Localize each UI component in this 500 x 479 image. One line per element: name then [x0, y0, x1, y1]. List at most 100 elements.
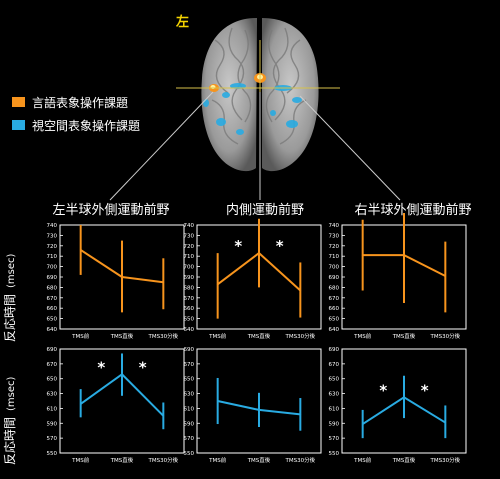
data-point [403, 254, 405, 256]
x-tick-label: TMS直後 [110, 332, 134, 340]
significance-marker: * [276, 237, 284, 255]
x-tick-label: TMS前 [208, 332, 227, 340]
significance-marker: * [97, 358, 105, 376]
y-tick-label: 610 [329, 406, 340, 412]
y-tick-label: 650 [329, 317, 340, 323]
data-point [79, 249, 82, 251]
x-tick-label: TMS直後 [247, 332, 271, 340]
y-tick-label: 630 [184, 392, 195, 398]
legend-swatch-verbal [12, 97, 25, 107]
y-tick-label: 610 [184, 406, 195, 412]
y-tick-label: 690 [47, 275, 58, 281]
y-tick-label: 570 [184, 436, 195, 442]
y-tick-label: 720 [47, 244, 58, 250]
y-tick-label: 670 [47, 296, 58, 302]
y-tick-label: 670 [184, 296, 195, 302]
x-tick-label: TMS30分後 [148, 332, 179, 340]
y-tick-label: 590 [184, 421, 195, 427]
y-tick-label: 700 [47, 265, 58, 271]
data-point [121, 373, 123, 376]
y-axis-label-text: 反応時間 [3, 417, 17, 465]
column-title-left: 左半球外側運動前野 [52, 202, 169, 218]
y-tick-label: 660 [47, 306, 58, 312]
y-tick-label: 670 [329, 296, 340, 302]
legend-label-spatial: 視空間表象操作課題 [32, 118, 140, 133]
plot-area [216, 377, 302, 431]
y-tick-label: 550 [47, 451, 58, 457]
y-tick-label: 740 [329, 223, 340, 229]
chart-panel-verbal-1: 640 650 660 670 680 690 700 710 720 730 740 TMS前 TMS… [47, 223, 185, 340]
x-tick-label: TMS直後 [247, 456, 271, 464]
y-tick-label: 720 [184, 244, 195, 250]
y-tick-label: 590 [329, 421, 340, 427]
x-tick-label: TMS前 [71, 456, 90, 464]
data-point [162, 281, 165, 284]
y-tick-label: 730 [329, 233, 340, 239]
y-tick-label: 550 [184, 451, 195, 457]
x-tick-label: TMS前 [208, 456, 227, 464]
x-tick-label: TMS前 [353, 456, 372, 464]
x-tick-label: TMS直後 [110, 456, 134, 464]
y-tick-label: 550 [329, 451, 340, 457]
chart-panel-spatial-2: 550 570 590 610 630 650 670 690 TMS前 TMS直後 TMS30分後 [184, 347, 322, 464]
chart-panel-verbal-3: 640 650 660 670 680 690 700 710 720 730 740 TMS前 TMS… [329, 213, 467, 340]
significance-marker: * [139, 358, 147, 376]
y-tick-label: 640 [47, 327, 58, 333]
y-tick-label: 650 [184, 377, 195, 383]
connector-lines [109, 91, 401, 201]
legend-label-verbal: 言語表象操作課題 [32, 95, 128, 110]
y-tick-label: 650 [329, 377, 340, 383]
data-point [299, 413, 302, 416]
data-point [258, 252, 260, 254]
x-tick-label: TMS30分後 [285, 332, 316, 340]
plot-area [361, 213, 447, 313]
y-tick-label: 640 [329, 327, 340, 333]
x-tick-label: TMS30分後 [430, 456, 461, 464]
y-tick-label: 680 [329, 285, 340, 291]
x-tick-label: TMS前 [353, 332, 372, 340]
legend: 言語表象操作課題 視空間表象操作課題 [12, 95, 140, 133]
y-tick-label: 670 [47, 362, 58, 368]
plot-area [79, 353, 165, 430]
y-tick-label: 630 [47, 392, 58, 398]
y-tick-label: 710 [47, 254, 58, 260]
data-point [444, 275, 447, 277]
column-title-medial: 内側運動前野 [226, 202, 304, 218]
right-hemisphere [262, 18, 319, 172]
brain-image [176, 18, 340, 172]
y-axis-label-top: 反応時間 (msec) [3, 253, 17, 342]
y-tick-label: 640 [184, 327, 195, 333]
y-tick-label: 690 [184, 275, 195, 281]
y-tick-label: 650 [47, 317, 58, 323]
data-point [299, 289, 302, 292]
y-tick-label: 630 [329, 392, 340, 398]
chart-panels: 640 650 660 670 680 690 700 710 720 730 740 TMS前 TMS… [47, 213, 467, 464]
y-tick-label: 650 [47, 377, 58, 383]
y-tick-label: 690 [184, 347, 195, 353]
y-axis-unit-text: (msec) [6, 376, 17, 411]
plot-area [216, 218, 302, 319]
data-point [258, 409, 260, 411]
y-axis-label-text: 反応時間 [3, 294, 17, 342]
x-tick-label: TMS30分後 [285, 456, 316, 464]
y-tick-label: 680 [47, 285, 58, 291]
data-point [79, 403, 82, 405]
y-tick-label: 680 [184, 285, 195, 291]
y-tick-label: 690 [329, 347, 340, 353]
significance-marker: * [379, 381, 387, 399]
x-tick-label: TMS直後 [392, 456, 416, 464]
legend-swatch-spatial [12, 120, 25, 130]
data-point [361, 423, 364, 425]
data-point [216, 283, 219, 286]
y-tick-label: 690 [47, 347, 58, 353]
y-tick-label: 710 [184, 254, 195, 260]
y-tick-label: 570 [47, 436, 58, 442]
x-tick-label: TMS直後 [392, 332, 416, 340]
y-tick-label: 730 [184, 233, 195, 239]
chart-panel-spatial-3: 550 570 590 610 630 650 670 690 TMS前 TMS直後 TMS30分後… [329, 347, 467, 464]
y-tick-label: 690 [329, 275, 340, 281]
data-point [121, 276, 123, 278]
y-tick-label: 720 [329, 244, 340, 250]
chart-panel-verbal-2: 640 650 660 670 680 690 700 710 720 730 740 TMS前 TMS… [184, 218, 322, 340]
